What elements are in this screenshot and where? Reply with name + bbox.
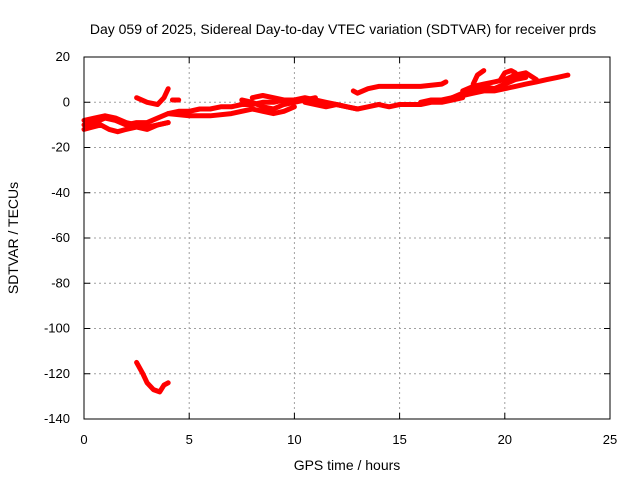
y-tick-label: -60: [51, 230, 70, 245]
satellite-track-10: [350, 79, 449, 96]
axis-ticks: 0 5 10 15 20 25 -140 -120 -100 -80 -60 -40 -20 0 20: [44, 49, 617, 447]
x-tick-label: 5: [186, 432, 193, 447]
y-tick-label: 20: [56, 49, 70, 64]
satellite-track-6: [165, 104, 297, 119]
plot-frame: [83, 56, 611, 420]
satellite-track-14: [470, 68, 487, 87]
x-tick-label: 15: [392, 432, 406, 447]
y-axis-label: SDTVAR / TECUs: [5, 182, 21, 294]
satellite-track-15: [498, 68, 518, 83]
satellite-track-7: [239, 95, 318, 112]
satellite-track-16: [134, 359, 171, 395]
grid: [84, 57, 610, 419]
y-tick-label: -100: [44, 321, 70, 336]
y-tick-label: -120: [44, 366, 70, 381]
x-tick-label: 10: [287, 432, 301, 447]
x-tick-label: 20: [498, 432, 512, 447]
x-tick-label: 0: [80, 432, 87, 447]
y-tick-label: -80: [51, 275, 70, 290]
chart-title: Day 059 of 2025, Sidereal Day-to-day VTE…: [90, 21, 596, 37]
satellite-track-4: [134, 86, 171, 107]
satellite-track-8: [249, 93, 287, 103]
x-tick-label: 25: [603, 432, 617, 447]
y-tick-label: -140: [44, 411, 70, 426]
satellite-track-3: [81, 120, 171, 135]
data-series: [81, 68, 571, 395]
y-tick-label: -20: [51, 140, 70, 155]
y-tick-label: 0: [63, 94, 70, 109]
x-axis-label: GPS time / hours: [294, 457, 401, 473]
y-tick-label: -40: [51, 185, 70, 200]
